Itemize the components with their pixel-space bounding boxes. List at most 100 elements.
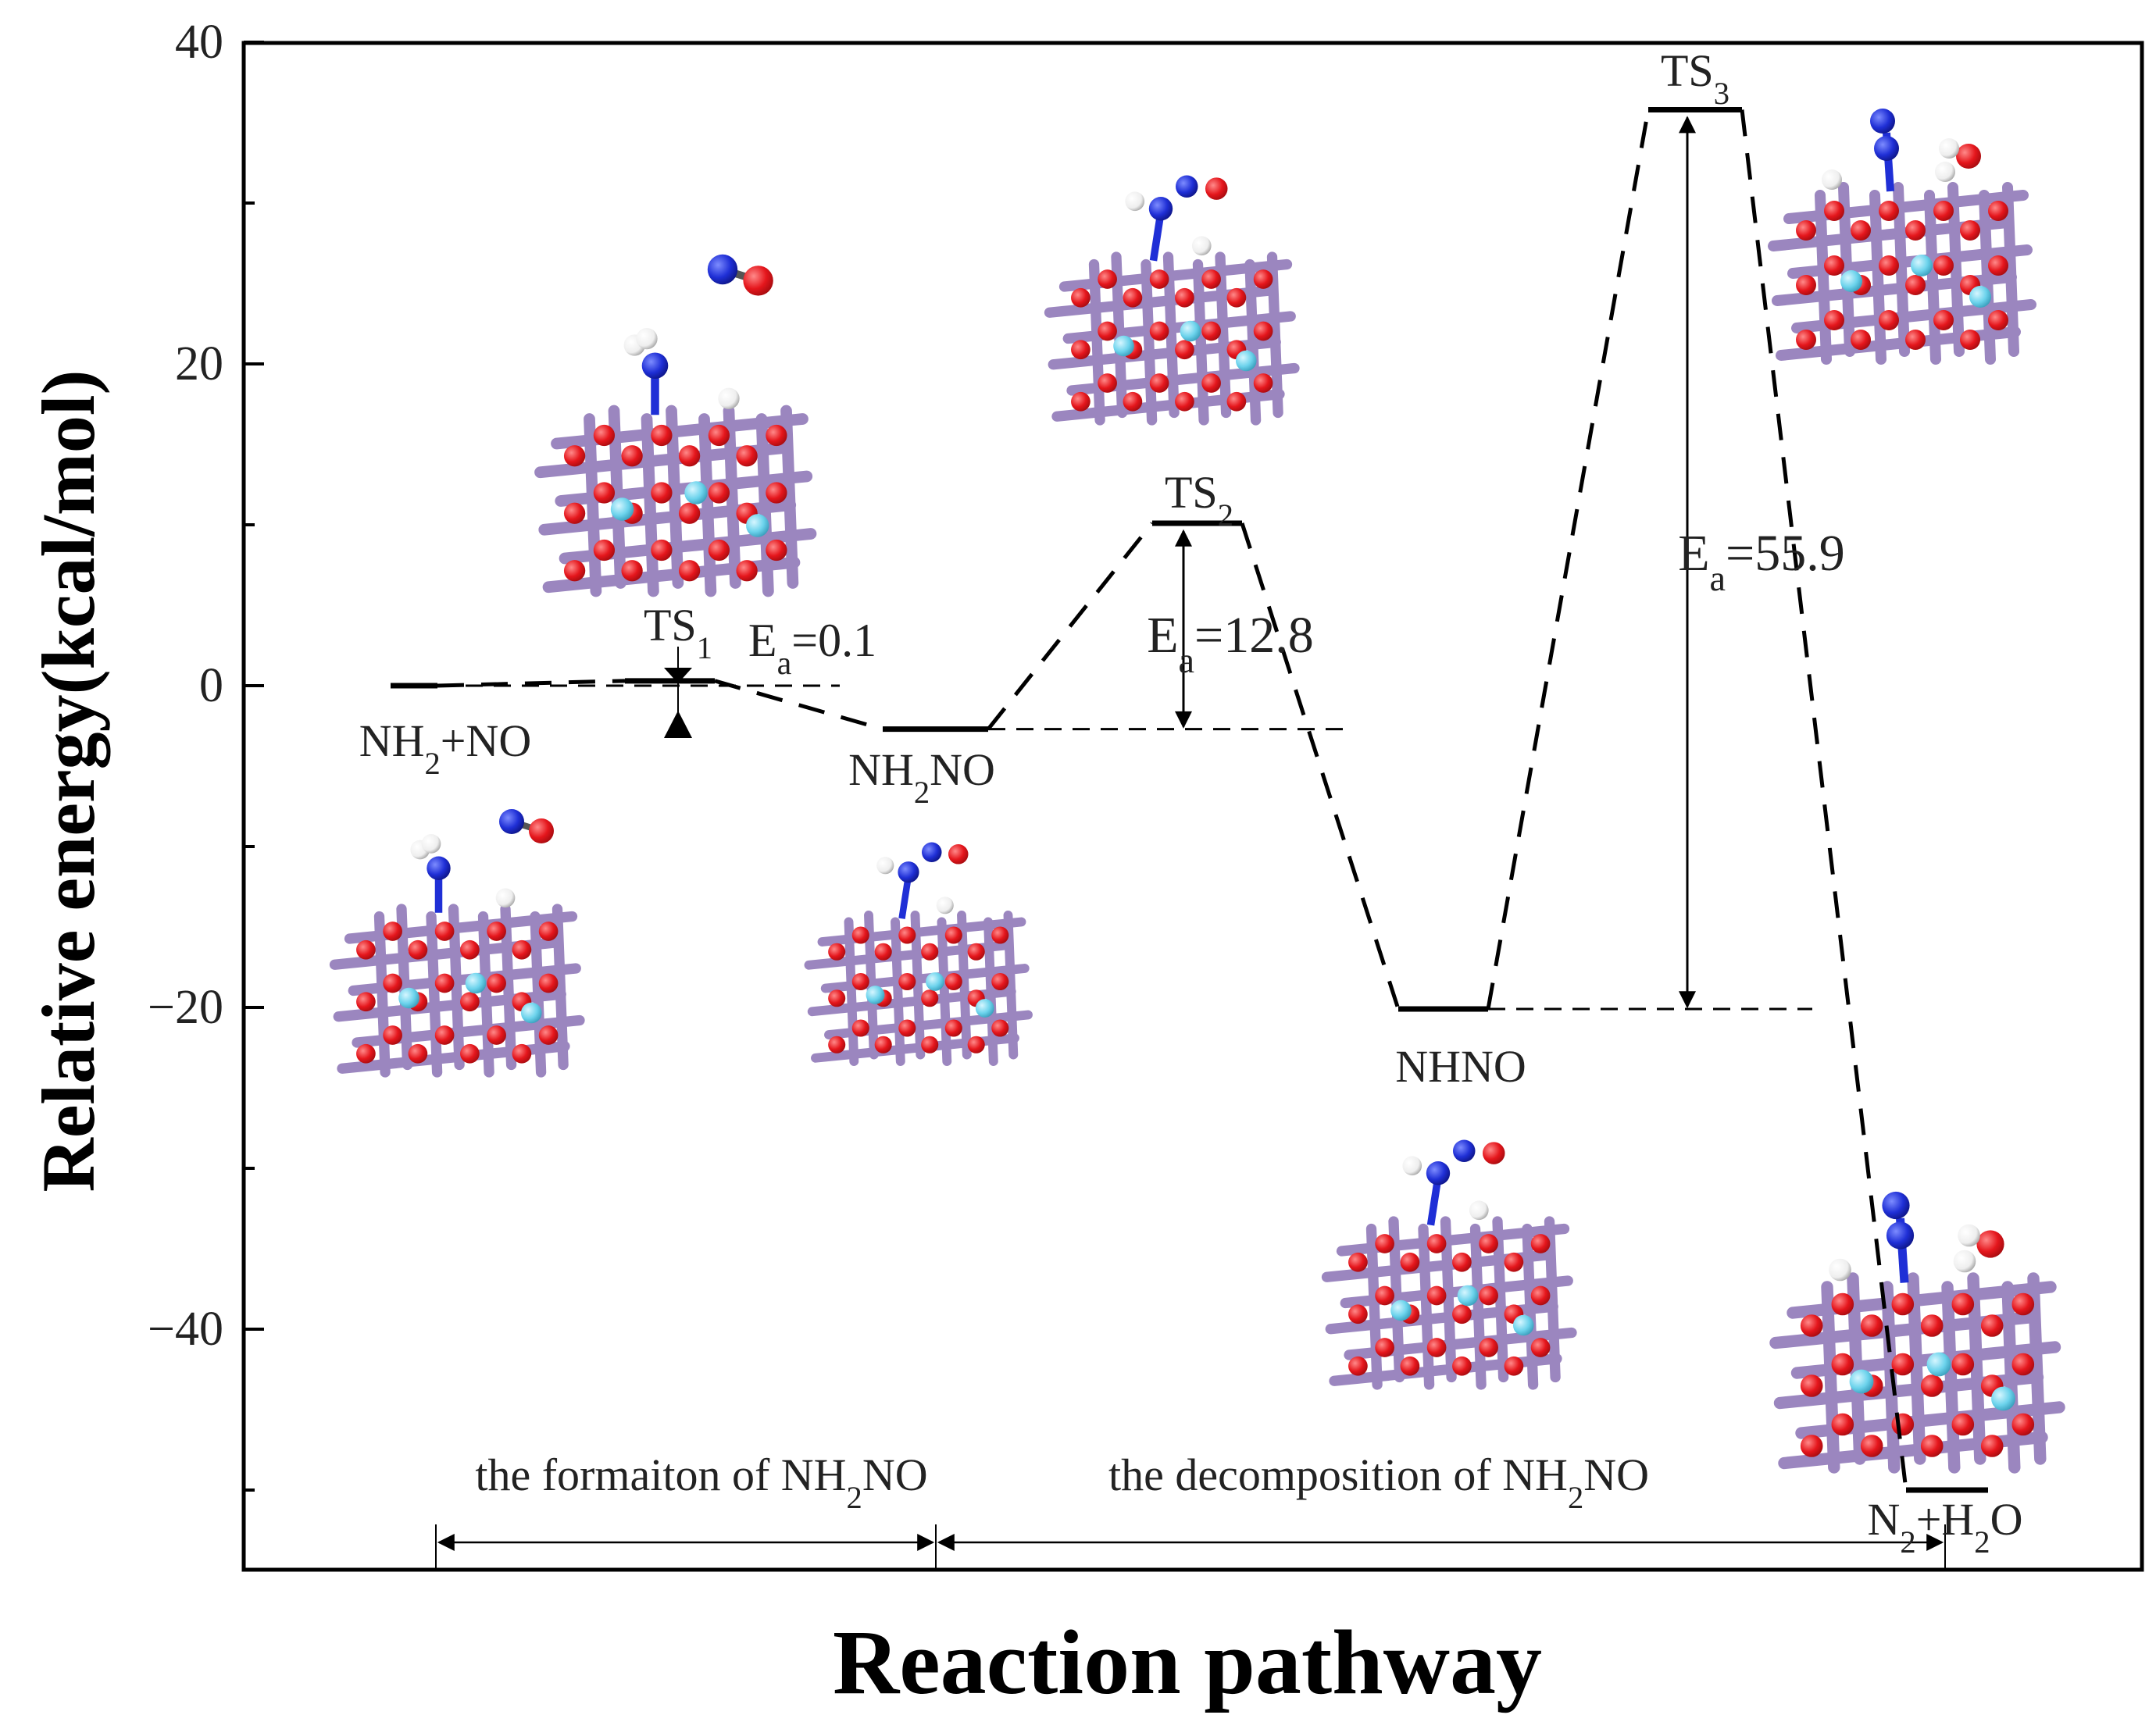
metal-bond: [1088, 258, 1105, 426]
metal-bond: [1869, 190, 1886, 365]
oxygen-atom: [948, 844, 969, 865]
oxygen-atom: [383, 922, 402, 941]
oxygen-atom: [1253, 269, 1273, 289]
metal-bond: [1469, 1223, 1487, 1390]
oxygen-atom: [1824, 201, 1844, 221]
metal-bond: [1847, 1272, 1866, 1465]
oxygen-atom: [487, 1025, 506, 1045]
state-label: TS2: [1165, 467, 1233, 533]
hydrogen-atom: [495, 888, 516, 908]
metal-bond: [1365, 1223, 1383, 1390]
metal-bond: [1893, 182, 1910, 357]
oxygen-atom: [1201, 373, 1221, 393]
oxygen-atom: [898, 926, 916, 944]
oxygen-atom: [593, 482, 616, 504]
oxygen-atom: [921, 943, 939, 961]
oxygen-atom: [851, 926, 869, 944]
metal-bond: [1522, 1223, 1539, 1390]
metal-bond: [1941, 1281, 1961, 1474]
metal-bond: [1111, 251, 1128, 419]
oxygen-atom: [944, 1019, 962, 1037]
cation-atom: [1457, 1285, 1479, 1307]
oxygen-atom: [1988, 255, 2008, 276]
metal-bond: [1215, 251, 1232, 419]
oxygen-atom: [512, 1043, 532, 1064]
cluster-ts2: [1044, 175, 1300, 426]
oxygen-atom: [563, 502, 586, 524]
oxygen-atom: [898, 1019, 916, 1037]
oxygen-atom: [2011, 1353, 2035, 1376]
nitrogen-atom: [427, 856, 451, 880]
nitrogen-atom: [1426, 1161, 1451, 1185]
y-tick-label: 20: [175, 337, 223, 390]
cation-atom: [1113, 335, 1134, 357]
metal-bond: [1776, 326, 2021, 361]
oxygen-atom: [1400, 1356, 1420, 1376]
nitrogen-atom: [707, 254, 738, 285]
nitrogen-atom: [1176, 175, 1198, 198]
cation-atom: [975, 999, 994, 1018]
metal-bond: [584, 413, 602, 597]
metal-bond: [530, 911, 547, 1078]
oxygen-atom: [621, 445, 643, 467]
metal-bond: [1440, 1216, 1457, 1383]
oxygen-atom: [1201, 321, 1221, 341]
cluster-ts3: [1768, 109, 2036, 365]
hydrogen-atom: [1469, 1200, 1489, 1221]
cation-atom: [1840, 270, 1862, 292]
metal-bond: [2001, 1281, 2021, 1474]
oxygen-atom: [1860, 1435, 1883, 1457]
metal-bond: [1924, 190, 1941, 365]
cation-atom: [1926, 1352, 1951, 1377]
hydrogen-atom: [1958, 1224, 1980, 1247]
oxygen-atom: [1951, 1413, 1975, 1436]
metal-bond: [542, 556, 801, 594]
oxygen-atom: [1175, 391, 1194, 412]
metal-bond: [910, 911, 926, 1060]
oxygen-atom: [1375, 1338, 1394, 1357]
y-tick-label: 0: [199, 659, 223, 712]
oxygen-atom: [1253, 373, 1273, 393]
oxygen-atom: [1879, 201, 1899, 221]
metal-bond: [1266, 251, 1283, 419]
metal-bond: [780, 405, 799, 589]
cation-atom: [1991, 1386, 2015, 1411]
oxygen-atom: [487, 973, 506, 993]
metal-bond: [983, 917, 998, 1066]
metal-bond: [1388, 1216, 1405, 1383]
cation-atom: [1969, 286, 1991, 308]
oxygen-atom: [828, 943, 846, 961]
metal-bond: [891, 917, 905, 1066]
cation-atom: [610, 497, 634, 521]
oxygen-atom: [512, 939, 532, 960]
oxygen-atom: [1988, 310, 2008, 330]
barrier-label: Ea=55.9: [1678, 525, 1845, 598]
metal-bond: [2027, 1272, 2047, 1465]
cation-atom: [1390, 1300, 1412, 1321]
pathway-connector: [1240, 522, 1401, 1010]
oxygen-atom: [1226, 391, 1247, 412]
oxygen-atom: [874, 1036, 892, 1054]
oxygen-atom: [356, 992, 376, 1012]
oxygen-atom: [1452, 1304, 1472, 1324]
oxygen-atom: [1479, 1234, 1498, 1253]
oxygen-atom: [944, 926, 962, 944]
state-label: NHNO: [1395, 1041, 1526, 1092]
cation-atom: [1512, 1314, 1534, 1336]
oxygen-atom: [991, 1019, 1009, 1037]
oxygen-atom: [1530, 1338, 1551, 1357]
hydrogen-atom: [636, 327, 658, 350]
nitrogen-atom: [641, 352, 669, 380]
oxygen-atom: [944, 972, 962, 991]
oxygen-atom: [460, 939, 480, 960]
oxygen-atom: [1426, 1338, 1447, 1357]
oxygen-atom: [828, 989, 846, 1007]
metal-bond: [864, 911, 879, 1060]
oxygen-atom: [743, 266, 773, 296]
oxygen-atom: [766, 424, 787, 447]
oxygen-atom: [1796, 330, 1816, 350]
oxygen-atom: [1400, 1252, 1420, 1272]
oxygen-atom: [898, 972, 916, 991]
oxygen-atom: [460, 992, 480, 1012]
